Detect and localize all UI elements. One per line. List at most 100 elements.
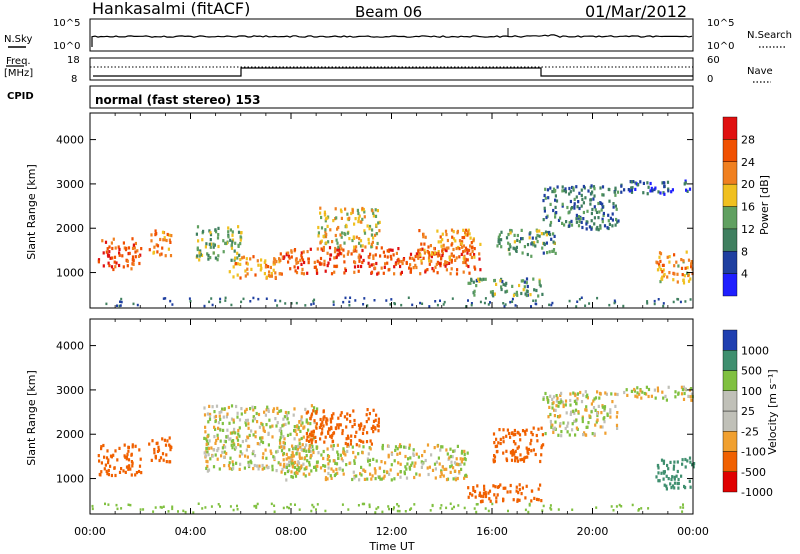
- velocity-cell: [535, 497, 539, 501]
- velocity-cell: [377, 506, 380, 509]
- power-cell: [492, 294, 495, 298]
- power-cell: [357, 216, 360, 220]
- velocity-cell: [574, 433, 577, 437]
- velocity-cell: [593, 397, 596, 401]
- velocity-cell: [300, 418, 303, 422]
- velocity-cell: [399, 443, 402, 447]
- power-cell: [239, 276, 242, 280]
- velocity-cell: [439, 507, 442, 510]
- velocity-cell: [342, 447, 345, 451]
- power-cell: [371, 233, 374, 237]
- velocity-cell: [324, 435, 327, 439]
- velocity-cell: [460, 467, 463, 471]
- power-cell: [666, 255, 669, 259]
- velocity-cell: [615, 505, 618, 508]
- power-cell: [264, 259, 267, 263]
- velocity-cell: [615, 423, 619, 427]
- power-cell: [515, 245, 518, 249]
- power-cell: [329, 253, 333, 257]
- power-cell: [419, 272, 422, 276]
- velocity-cell: [551, 406, 554, 410]
- velocity-cell: [362, 440, 365, 444]
- power-cell: [275, 260, 278, 264]
- power-cell: [472, 238, 475, 242]
- velocity-cell: [689, 485, 692, 489]
- power-cell: [658, 255, 661, 259]
- power-cell: [473, 253, 476, 257]
- velocity-cell: [272, 455, 275, 459]
- velocity-cell: [497, 485, 500, 489]
- power-cell: [467, 228, 470, 232]
- power-cell: [116, 304, 118, 307]
- power-cell: [239, 242, 242, 246]
- velocity-cell: [224, 440, 227, 444]
- velocity-cell: [372, 457, 375, 461]
- power-colorbar-tick: 12: [741, 223, 755, 236]
- velocity-cell: [244, 454, 247, 458]
- velocity-cell: [341, 503, 344, 506]
- power-cell: [297, 260, 300, 264]
- velocity-cell: [352, 450, 355, 455]
- power-cell: [436, 271, 439, 275]
- velocity-cell: [309, 417, 312, 421]
- velocity-cell: [296, 447, 300, 451]
- velocity-cell: [443, 467, 446, 471]
- velocity-cell: [278, 438, 282, 442]
- velocity-cell: [451, 507, 454, 510]
- velocity-cell: [258, 425, 261, 429]
- power-cell: [132, 243, 135, 247]
- power-cell: [359, 244, 363, 248]
- velocity-cell: [319, 437, 322, 441]
- power-cell: [577, 216, 580, 220]
- power-cell: [342, 300, 345, 304]
- cpid-text: normal (fast stereo) 153: [95, 93, 261, 107]
- velocity-cell: [291, 444, 294, 448]
- power-cell: [454, 258, 457, 262]
- freq-tick-bottom: 8: [71, 74, 77, 85]
- velocity-cell: [499, 483, 502, 487]
- power-cell: [463, 249, 466, 253]
- velocity-cell: [374, 418, 377, 422]
- power-cell: [510, 229, 513, 233]
- power-cell: [607, 219, 610, 223]
- power-cell: [234, 256, 237, 260]
- velocity-cell: [124, 470, 127, 474]
- velocity-cell: [336, 423, 339, 427]
- velocity-cell: [557, 508, 560, 511]
- velocity-cell: [320, 422, 323, 426]
- velocity-cell: [509, 490, 512, 494]
- velocity-y-label: Slant Range [km]: [25, 370, 38, 466]
- velocity-cell: [434, 476, 437, 480]
- power-cell: [131, 246, 135, 250]
- velocity-colorbar-segment: [722, 451, 738, 472]
- power-cell: [353, 245, 356, 249]
- power-cell: [235, 262, 238, 266]
- velocity-cell: [306, 421, 310, 425]
- velocity-cell: [347, 508, 350, 511]
- power-cell: [575, 220, 578, 224]
- velocity-cell: [673, 460, 676, 464]
- velocity-cell: [634, 394, 637, 398]
- velocity-cell: [380, 477, 383, 481]
- velocity-cell: [279, 441, 282, 445]
- velocity-cell: [381, 443, 384, 448]
- velocity-cell: [295, 432, 298, 437]
- velocity-cell: [346, 444, 349, 448]
- power-cell: [542, 199, 545, 203]
- time-tick-label: 04:00: [175, 525, 207, 538]
- power-cell: [236, 256, 239, 260]
- power-cell: [559, 216, 562, 220]
- power-cell: [128, 251, 131, 255]
- velocity-cell: [310, 509, 313, 513]
- velocity-cell: [495, 496, 498, 500]
- power-cell: [662, 304, 665, 308]
- power-cell: [267, 274, 271, 278]
- velocity-cell: [413, 475, 416, 480]
- power-cell: [108, 264, 111, 268]
- power-cell: [448, 255, 451, 259]
- noise-search-label: N.Search: [747, 30, 792, 41]
- velocity-cell: [360, 473, 363, 477]
- power-cell: [441, 253, 444, 258]
